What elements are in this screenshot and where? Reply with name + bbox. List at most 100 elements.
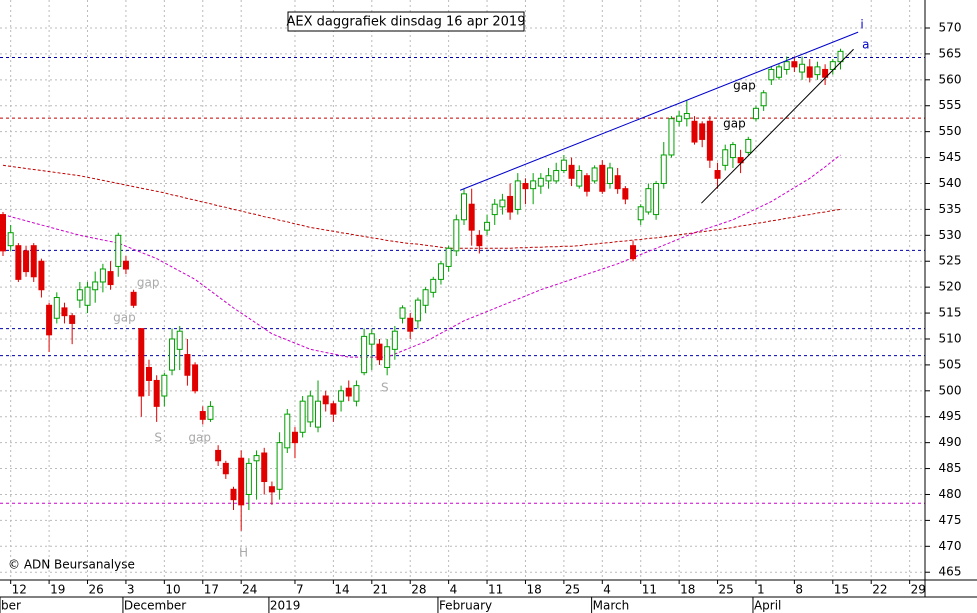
candle-body	[38, 260, 45, 291]
candle-body	[568, 164, 575, 179]
candle-body	[699, 123, 706, 140]
candle-body	[61, 307, 68, 317]
x-tick-label: 10	[165, 583, 180, 597]
candle-body	[0, 214, 6, 252]
chart-title: AEX daggrafiek dinsdag 16 apr 2019	[287, 15, 526, 30]
candle-body	[176, 330, 183, 350]
x-tick-label: 26	[89, 583, 104, 597]
candle-body	[814, 66, 821, 76]
candle-body	[583, 175, 590, 192]
candle-body	[284, 413, 291, 449]
candle-body	[184, 354, 191, 376]
candle-body	[138, 328, 145, 397]
candle-body	[391, 330, 398, 350]
candle-body	[368, 333, 375, 345]
candle-body	[660, 154, 667, 184]
candle-body	[46, 304, 53, 336]
candle-body	[23, 250, 30, 273]
month-label: December	[124, 599, 186, 613]
candle-body	[630, 245, 637, 260]
candle-body	[238, 457, 245, 506]
x-tick-label: 17	[204, 583, 219, 597]
candle-body	[353, 385, 360, 402]
annotation: S	[381, 381, 389, 395]
candle-body	[15, 245, 22, 280]
y-tick-label: 570	[939, 20, 962, 34]
candle-body	[653, 182, 660, 216]
moving-average	[2, 154, 841, 358]
marks	[0, 31, 859, 531]
x-tick-label: 19	[50, 583, 65, 597]
candle-body	[169, 338, 176, 371]
candle-body	[822, 68, 829, 78]
candle-body	[545, 175, 552, 182]
candle-body	[414, 299, 421, 322]
moving-average	[2, 164, 841, 249]
candle-body	[130, 291, 137, 306]
x-tick-label: 18	[680, 583, 695, 597]
candle-body	[484, 221, 491, 231]
x-tick-label: 18	[526, 583, 541, 597]
candle-body	[53, 297, 60, 319]
y-tick-label: 475	[939, 513, 962, 527]
y-tick-label: 485	[939, 461, 962, 475]
candle-body	[407, 317, 414, 332]
candle-body	[829, 61, 836, 70]
candle-body	[215, 449, 222, 462]
candle-body	[591, 167, 598, 182]
candle-body	[92, 281, 99, 291]
candle-body	[737, 157, 744, 164]
x-tick-label: 1	[757, 583, 765, 597]
candle-body	[330, 403, 337, 415]
x-tick-label: 3	[127, 583, 135, 597]
candle-body	[253, 455, 260, 462]
candle-body	[115, 234, 122, 267]
candle-body	[530, 180, 537, 190]
candle-body	[445, 247, 452, 267]
annotation: gap	[137, 276, 160, 290]
candle-body	[706, 120, 713, 161]
x-tick-label: 7	[296, 583, 304, 597]
x-tick-label: 12	[12, 583, 27, 597]
y-tick-label: 525	[939, 254, 962, 268]
x-tick-label: 4	[603, 583, 611, 597]
x-tick-label: 21	[373, 583, 388, 597]
candle-body	[668, 118, 675, 156]
annotation: gap	[733, 79, 756, 93]
candle-body	[261, 452, 268, 483]
annotation: gap	[113, 311, 136, 325]
candle-body	[315, 400, 322, 428]
x-tick-label: 15	[834, 583, 849, 597]
candle-body	[514, 180, 521, 210]
candle-body	[461, 193, 467, 221]
annotation: H	[239, 546, 248, 560]
month-label: 2019	[270, 599, 301, 613]
candle-body	[768, 68, 775, 81]
candle-body	[599, 164, 606, 192]
candle-body	[507, 195, 514, 213]
candle-body	[430, 278, 437, 293]
candle-body	[338, 390, 345, 402]
trend-line	[701, 48, 854, 204]
y-tick-label: 490	[939, 435, 962, 449]
candle-body	[691, 120, 698, 143]
candle-body	[7, 232, 14, 247]
x-tick-label: 24	[242, 583, 257, 597]
candle-body	[683, 113, 690, 120]
x-tick-label: 29	[911, 583, 926, 597]
candle-body	[783, 61, 790, 70]
x-tick-label: 11	[488, 583, 503, 597]
candle-body	[453, 219, 460, 252]
candle-body	[222, 462, 229, 475]
candle-body	[476, 234, 483, 247]
candle-body	[76, 289, 83, 301]
trend-line	[459, 31, 859, 191]
candle-body	[299, 400, 306, 433]
candle-body	[107, 271, 114, 286]
candle-body	[576, 170, 583, 187]
candle-body	[537, 177, 544, 187]
candle-body	[199, 411, 206, 420]
candle-body	[322, 395, 329, 405]
